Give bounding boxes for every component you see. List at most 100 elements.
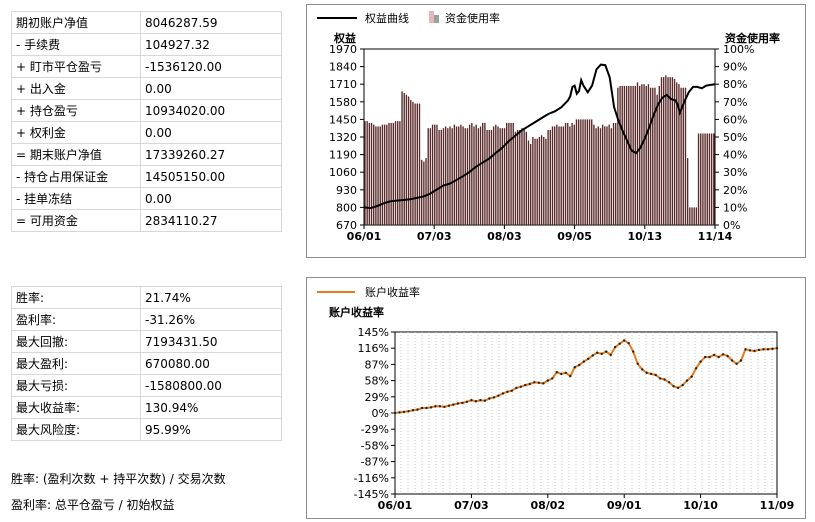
- x-tick-label: 08/02: [530, 499, 565, 512]
- x-tick-label: 07/03: [454, 499, 489, 512]
- return-point: [735, 362, 738, 365]
- return-point: [618, 342, 621, 345]
- usage-bar: [525, 131, 528, 225]
- usage-bar: [501, 128, 504, 225]
- account-row-value: -1536120.00: [140, 55, 282, 78]
- return-point: [533, 381, 536, 384]
- y2-tick-label: 40%: [723, 149, 747, 162]
- usage-bar: [519, 129, 521, 225]
- usage-bar: [588, 119, 591, 225]
- usage-bar: [538, 137, 541, 225]
- usage-bar: [573, 124, 575, 225]
- return-point: [685, 379, 689, 382]
- usage-bar: [567, 122, 569, 225]
- usage-bar: [691, 207, 693, 225]
- return-point: [600, 352, 603, 355]
- performance-stats-table: 胜率: 21.74% 盈利率: -31.26% 最大回撤: 7193431.50 最大盈利:…: [11, 286, 282, 441]
- usage-bar: [394, 121, 397, 225]
- usage-bar: [660, 77, 663, 225]
- usage-bar: [634, 85, 637, 226]
- return-point: [672, 385, 675, 388]
- usage-bar: [438, 129, 440, 225]
- return-point: [510, 389, 513, 392]
- usage-bar: [591, 119, 593, 225]
- return-point: [479, 399, 482, 402]
- usage-bar: [558, 126, 560, 225]
- usage-bar: [615, 122, 617, 225]
- y-tick-label: 670: [336, 219, 357, 232]
- usage-bar: [527, 140, 530, 225]
- return-point: [438, 405, 442, 408]
- account-row: = 期末账户净值 17339260.27: [11, 143, 282, 166]
- x-tick-label: 07/03: [417, 230, 452, 243]
- account-row-value: 10934020.00: [140, 99, 282, 122]
- return-point: [537, 381, 540, 384]
- return-point: [470, 399, 473, 402]
- usage-bar: [460, 124, 462, 225]
- usage-bar: [373, 124, 375, 225]
- usage-bar: [577, 119, 580, 225]
- return-point: [434, 405, 437, 408]
- account-row-label: - 挂单冻结: [11, 187, 141, 210]
- usage-bar: [702, 133, 704, 225]
- return-point: [524, 383, 527, 387]
- return-point: [402, 410, 406, 414]
- return-point: [551, 377, 554, 380]
- account-row: - 挂单冻结 0.00: [11, 187, 282, 210]
- usage-bar: [458, 126, 460, 225]
- y-tick-label: 1840: [329, 61, 357, 74]
- account-row-value: 0.00: [140, 77, 282, 100]
- usage-bar: [667, 77, 669, 225]
- y2-tick-label: 0%: [723, 219, 740, 232]
- usage-bar: [464, 128, 466, 225]
- usage-bar: [521, 128, 523, 225]
- usage-bar: [486, 129, 488, 225]
- return-point: [708, 355, 711, 359]
- usage-bar: [475, 124, 477, 225]
- usage-bar: [697, 133, 700, 225]
- return-point: [564, 371, 567, 374]
- account-row-label: + 权利金: [11, 121, 141, 144]
- account-row-value: 8046287.59: [140, 11, 282, 34]
- return-point: [488, 397, 491, 400]
- return-point: [636, 362, 639, 365]
- stats-row-label: 盈利率:: [11, 308, 141, 331]
- return-point: [699, 360, 702, 363]
- usage-bar: [473, 126, 475, 225]
- y-tick-label: 116%: [358, 342, 389, 355]
- y-tick-label: -116%: [354, 472, 389, 485]
- usage-bar: [514, 131, 517, 225]
- usage-bar: [543, 137, 545, 225]
- usage-bar: [407, 96, 410, 226]
- return-point: [578, 363, 581, 367]
- usage-bar: [479, 126, 482, 225]
- usage-bar: [693, 207, 695, 225]
- usage-bar: [516, 129, 519, 225]
- usage-bar: [643, 84, 645, 225]
- usage-bar: [599, 128, 602, 225]
- x-tick-label: 10/10: [683, 499, 718, 512]
- return-point: [555, 371, 558, 374]
- return-point: [573, 366, 576, 369]
- return-point: [452, 403, 455, 406]
- usage-bar: [366, 121, 368, 225]
- return-point: [609, 353, 612, 357]
- x-tick-label: 06/01: [378, 499, 413, 512]
- y-axis-title: 账户收益率: [329, 305, 384, 319]
- usage-bar: [510, 122, 512, 225]
- return-point: [703, 355, 707, 359]
- equity-curve-line: [363, 63, 716, 210]
- return-point: [726, 354, 729, 358]
- account-row-label: - 手续费: [11, 33, 141, 56]
- usage-bar: [621, 85, 623, 226]
- account-row: - 持仓占用保证金 14505150.00: [11, 165, 282, 188]
- return-point: [641, 368, 644, 371]
- account-return-chart: 账户收益率 账户收益率 145% 116% 87% 58% 29% 0% -29% -58% -87…: [306, 277, 806, 519]
- usage-bar: [503, 128, 506, 225]
- y-tick-label: 1580: [329, 96, 357, 109]
- usage-bar: [442, 128, 445, 225]
- account-row-value: 0.00: [140, 187, 282, 210]
- return-point: [627, 342, 630, 345]
- usage-bar: [628, 85, 630, 226]
- usage-bar: [401, 91, 403, 226]
